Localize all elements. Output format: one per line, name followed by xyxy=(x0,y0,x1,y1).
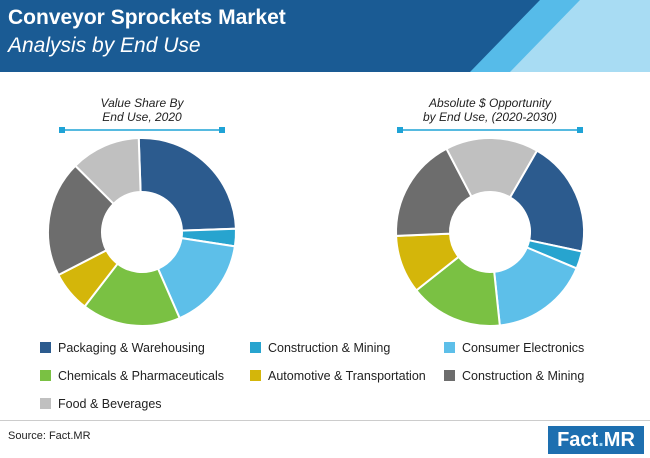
page-title: Conveyor Sprockets Market xyxy=(8,6,286,29)
page-subtitle: Analysis by End Use xyxy=(8,34,201,57)
legend-label: Consumer Electronics xyxy=(462,341,585,355)
legend-swatch xyxy=(40,342,51,353)
header-background xyxy=(0,0,540,72)
legend-item-chemicals-pharmaceuticals: Chemicals & Pharmaceuticals xyxy=(40,369,224,383)
donut-2-slice-5-construction-and-mining xyxy=(395,147,473,237)
legend-swatch xyxy=(250,370,261,381)
legend-label: Construction & Mining xyxy=(462,369,585,383)
legend-item-food-beverages: Food & Beverages xyxy=(40,397,162,411)
chart-1-title: Value Share By End Use, 2020 xyxy=(62,96,222,124)
chart-2-title: Absolute $ Opportunity by End Use, (2020… xyxy=(400,96,580,124)
legend-swatch xyxy=(40,370,51,381)
legend-item-construction-mining: Construction & Mining xyxy=(250,341,390,355)
legend-item-construction-mining-2: Construction & Mining xyxy=(444,369,584,383)
legend-item-packaging-warehousing: Packaging & Warehousing xyxy=(40,341,205,355)
legend-swatch xyxy=(40,398,51,409)
chart-1-title-line-2: End Use, 2020 xyxy=(102,110,182,124)
chart-1-title-line-1: Value Share By xyxy=(100,96,184,110)
donut-1-slice-6-food-and-beverages xyxy=(73,137,142,206)
donut-chart-absolute-opportunity xyxy=(395,137,585,327)
legend-swatch xyxy=(250,342,261,353)
donut-1-slice-5-construction-and-mining xyxy=(47,164,116,277)
legend-swatch xyxy=(444,342,455,353)
logo-text-left: Fact xyxy=(557,429,599,451)
logo-dot: . xyxy=(598,429,604,451)
legend-label: Packaging & Warehousing xyxy=(58,341,205,355)
factmr-logo: Fact.MR xyxy=(548,426,644,454)
legend-label: Automotive & Transportation xyxy=(268,369,426,383)
chart-2-title-line-2: by End Use, (2020-2030) xyxy=(422,110,558,124)
source-note: Source: Fact.MR xyxy=(8,430,91,442)
donut-chart-value-share xyxy=(47,137,237,327)
footer-divider xyxy=(0,420,650,421)
legend-item-automotive-transportation: Automotive & Transportation xyxy=(250,369,426,383)
donut-1-slice-0-packaging-and-warehousing xyxy=(137,137,237,232)
logo-text-right: MR xyxy=(603,429,635,451)
legend-swatch xyxy=(444,370,455,381)
legend-item-consumer-electronics: Consumer Electronics xyxy=(444,341,584,355)
legend-label: Food & Beverages xyxy=(58,397,162,411)
header-banner xyxy=(0,0,650,72)
legend-label: Chemicals & Pharmaceuticals xyxy=(58,369,225,383)
donut-2-slice-0-packaging-and-warehousing xyxy=(508,149,585,253)
legend-label: Construction & Mining xyxy=(268,341,391,355)
donut-2-slice-6-food-and-beverages xyxy=(445,137,539,199)
chart-2-title-line-1: Absolute $ Opportunity xyxy=(428,96,552,110)
